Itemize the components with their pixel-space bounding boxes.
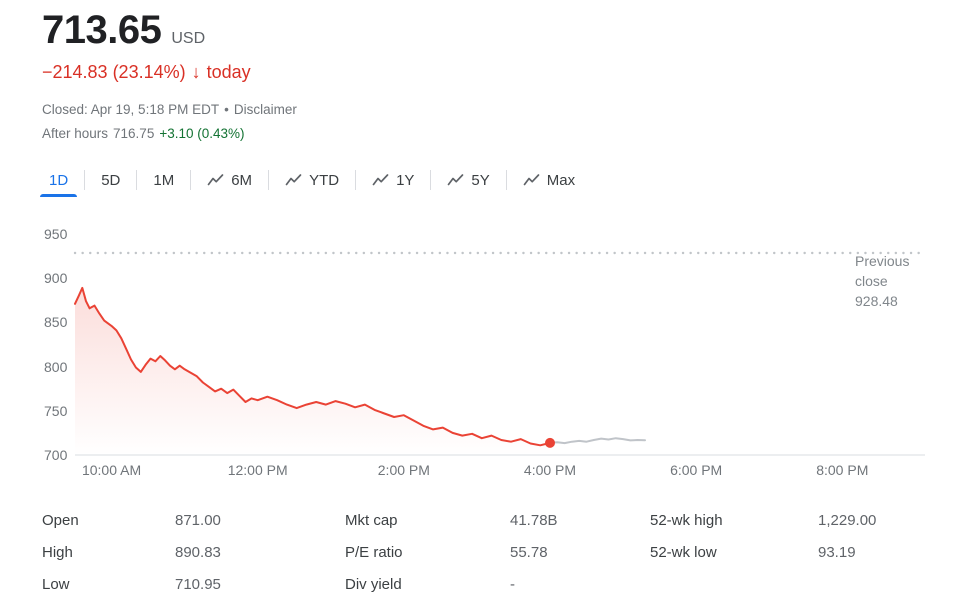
current-price: 713.65 (42, 8, 162, 52)
x-tick: 10:00 AM (81, 462, 142, 478)
trend-line-icon (207, 174, 224, 186)
price-line-after-hours (549, 437, 646, 445)
trend-line-icon (285, 174, 302, 186)
tab-label: 1M (153, 171, 175, 189)
x-tick: 8:00 PM (816, 462, 869, 478)
tab-label: 1Y (396, 171, 415, 189)
stat-value-open: 871.00 (175, 511, 221, 529)
y-tick: 850 (44, 314, 68, 331)
previous-close-line-text: close (855, 273, 888, 289)
x-tick: 2:00 PM (377, 462, 430, 478)
tab-label: 1D (49, 171, 69, 189)
tab-divider (84, 170, 86, 190)
tab-label: 5Y (471, 171, 490, 189)
currency-label: USD (171, 30, 206, 47)
tab-divider (505, 170, 507, 190)
after-hours-price: 716.75 (113, 126, 155, 141)
y-tick: 750 (44, 402, 68, 419)
after-hours-label: After hours (42, 126, 109, 141)
tab-label: 6M (231, 171, 253, 189)
x-tick: 12:00 PM (227, 462, 288, 478)
y-tick: 950 (44, 226, 68, 242)
price-row: 713.65 USD (42, 8, 205, 53)
stat-row-open: Open 871.00 (42, 504, 342, 536)
price-line-regular (74, 286, 551, 447)
trend-line-icon (372, 174, 389, 186)
x-tick: 4:00 PM (523, 462, 577, 478)
stat-value-mkt-cap: 41.78B (510, 511, 558, 529)
tab-divider (190, 170, 192, 190)
after-hours-change: +3.10 (0.43%) (159, 126, 245, 141)
stats-table: Open 871.00 High 890.83 Low 710.95 Mkt cap 41.7… (42, 504, 926, 600)
change-row: −214.83 (23.14%) ↓ today (42, 62, 251, 83)
range-tabs: 1D 5D 1M 6M YTD 1Y 5Y Max (33, 163, 591, 197)
stat-column: Mkt cap 41.78B P/E ratio 55.78 Div yield - (345, 504, 645, 600)
stat-label-mkt-cap: Mkt cap (345, 511, 398, 529)
y-tick: 700 (44, 447, 68, 463)
previous-close-line-text: 928.48 (855, 293, 898, 309)
tab-ytd[interactable]: YTD (269, 163, 355, 197)
after-hours-row: After hours 716.75 +3.10 (0.43%) (42, 126, 245, 141)
stat-row-low: Low 710.95 (42, 568, 342, 600)
tab-6m[interactable]: 6M (191, 163, 268, 197)
market-status-row: Closed: Apr 19, 5:18 PM EDT • Disclaimer (42, 102, 297, 117)
price-chart[interactable] (0, 220, 968, 470)
trend-line-icon (448, 174, 464, 186)
stat-label-div-yield: Div yield (345, 575, 402, 593)
stat-value-high: 890.83 (175, 543, 221, 561)
tab-1d[interactable]: 1D (33, 163, 84, 197)
tab-divider (355, 170, 357, 190)
tab-max[interactable]: Max (507, 163, 591, 197)
stat-row-div-yield: Div yield - (345, 568, 645, 600)
closed-text: Closed: Apr 19, 5:18 PM EDT (42, 102, 220, 117)
stat-row-mkt-cap: Mkt cap 41.78B (345, 504, 645, 536)
tab-divider (268, 170, 270, 190)
area-fill (75, 287, 550, 455)
stat-label-pe-ratio: P/E ratio (345, 543, 403, 561)
stat-row-high: High 890.83 (42, 536, 342, 568)
bullet-separator: • (224, 102, 229, 117)
stat-value-52wk-high: 1,229.00 (818, 511, 877, 529)
stat-value-pe-ratio: 55.78 (510, 543, 548, 561)
tab-label: Max (546, 171, 576, 189)
tab-1y[interactable]: 1Y (356, 163, 430, 197)
stat-label-low: Low (42, 575, 70, 593)
stat-label-52wk-low: 52-wk low (650, 543, 717, 561)
stat-row-pe-ratio: P/E ratio 55.78 (345, 536, 645, 568)
tab-divider (430, 170, 432, 190)
tab-label: YTD (309, 171, 340, 189)
y-tick: 900 (44, 270, 68, 287)
last-price-dot (545, 437, 555, 448)
tab-5d[interactable]: 5D (85, 163, 136, 197)
stat-value-div-yield: - (510, 575, 515, 593)
stat-column: Open 871.00 High 890.83 Low 710.95 (42, 504, 342, 600)
arrow-down-icon: ↓ (191, 62, 201, 82)
stat-row-52wk-low: 52-wk low 93.19 (650, 536, 926, 568)
change-period: today (206, 62, 251, 82)
stat-label-open: Open (42, 511, 79, 529)
stat-row-52wk-high: 52-wk high 1,229.00 (650, 504, 926, 536)
trend-line-icon (523, 174, 540, 186)
x-tick: 6:00 PM (670, 462, 723, 478)
stat-label-52wk-high: 52-wk high (650, 511, 723, 529)
y-tick: 800 (44, 358, 68, 375)
stat-value-52wk-low: 93.19 (818, 543, 856, 561)
price-change: −214.83 (23.14%) (42, 62, 186, 82)
disclaimer-link[interactable]: Disclaimer (233, 102, 297, 117)
tab-5y[interactable]: 5Y (431, 163, 505, 197)
stat-value-low: 710.95 (175, 575, 221, 593)
stat-column: 52-wk high 1,229.00 52-wk low 93.19 (650, 504, 926, 568)
previous-close-annotation: Previous close 928.48 (855, 251, 909, 311)
tab-label: 5D (101, 171, 121, 189)
previous-close-line-text: Previous (855, 253, 910, 269)
tab-divider (136, 170, 138, 190)
tab-1m[interactable]: 1M (137, 163, 190, 197)
stat-label-high: High (42, 543, 73, 561)
